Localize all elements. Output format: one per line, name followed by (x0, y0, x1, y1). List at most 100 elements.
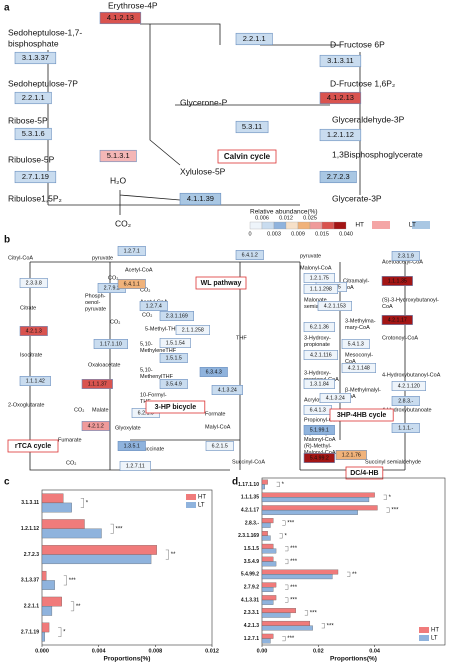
bar (41, 596, 62, 607)
compound: bisphosphate (8, 38, 59, 48)
compound: Malate (92, 407, 109, 413)
significance-bracket (285, 597, 289, 603)
enzyme-label: 5.3.1.6 (22, 129, 45, 138)
y-tick-label: 3.5.4.9 (244, 559, 260, 565)
enzyme-label: 1.2.1.12 (327, 130, 354, 139)
legend-tick: 0.040 (339, 231, 353, 237)
bar (41, 606, 53, 616)
compound: MethenylTHF (140, 374, 174, 380)
significance-label: *** (290, 559, 298, 565)
significance-bracket (386, 507, 390, 513)
compound: pyruvate (85, 306, 106, 312)
legend-swatch (297, 221, 311, 230)
compound: Sedoheptulose-1,7- (8, 27, 82, 37)
enzyme-label: 5.3.11 (242, 122, 262, 131)
cycle-label: DC/4-HB (350, 470, 378, 477)
co2-label: CO₂ (110, 319, 120, 325)
cycle-label: WL pathway (201, 280, 242, 287)
bar (261, 548, 277, 554)
panel-label: d (232, 477, 238, 488)
cycle-box (145, 400, 206, 414)
compound: oenol- (85, 300, 100, 306)
enzyme-box (391, 396, 420, 406)
x-tick-label: 0.008 (148, 648, 162, 654)
enzyme-label: 2.7.2.3 (327, 172, 350, 181)
compound: Malonyl-CoA (300, 265, 332, 271)
legend-label: LT (198, 503, 205, 509)
y-tick-label: 2.7.2.3 (24, 552, 40, 558)
enzyme-box (381, 276, 413, 286)
bar (41, 580, 55, 590)
x-tick-label: 0.04 (369, 648, 381, 654)
enzyme-label: 2.7.9.2 (104, 285, 120, 291)
enzyme-box (381, 315, 413, 325)
cycle-label: Calvin cycle (224, 152, 271, 161)
legend-title: Relative abundance(%) (250, 209, 318, 216)
enzyme-label: 6.2.1.9 (138, 410, 154, 416)
enzyme-box (19, 278, 48, 288)
enzyme-box (391, 423, 420, 433)
x-tick-label: 0.02 (313, 648, 324, 654)
enzyme-box (319, 54, 362, 68)
y-tick-label: 4.2.1.3 (244, 623, 260, 629)
legend-swatch (186, 494, 196, 500)
plot-frame (41, 489, 213, 646)
compound: Ribulose1,5P₂ (8, 193, 62, 203)
enzyme-label: 5.4.1.3 (348, 341, 364, 347)
compound: Ribulose-5P (8, 154, 55, 164)
enzyme-label: 1.5.1.5 (166, 355, 182, 361)
compound: Phosph- (85, 293, 106, 299)
significance-bracket (347, 571, 351, 577)
enzyme-label: 2.8.3.- (398, 398, 413, 404)
enzyme-label: 4.1.3.24 (326, 395, 345, 401)
significance-bracket (276, 481, 280, 487)
legend-swatch (412, 221, 430, 229)
legend-tick: 0 (248, 231, 251, 237)
compound: 5-Methyl-THF (145, 326, 179, 332)
enzyme-box (159, 338, 191, 348)
compound: Acetoacetyl-CoA (382, 259, 423, 265)
significance-label: ** (171, 552, 176, 558)
significance-bracket (304, 610, 309, 616)
bar (261, 518, 274, 524)
significance-bracket (321, 623, 325, 629)
compound: propionate (304, 342, 330, 348)
enzyme-box (19, 326, 48, 336)
compound: 5,10- (140, 341, 153, 347)
enzyme-label: 1.3.1.84 (310, 381, 329, 387)
enzyme-label: 2.1.1.258 (182, 327, 204, 333)
enzyme-box (319, 91, 362, 105)
enzyme-box (391, 381, 426, 391)
enzyme-label: 4.2.1.116 (310, 352, 332, 358)
significance-label: * (284, 533, 287, 539)
legend-swatch (261, 221, 275, 230)
compound: 2-Oxoglutarate (8, 402, 44, 408)
cycle-box (7, 439, 59, 453)
enzyme-label: 2.2.1.1 (243, 34, 266, 43)
bar (41, 502, 72, 513)
legend-swatch (333, 221, 347, 230)
x-tick-label: 0.00 (257, 648, 268, 654)
bar (261, 633, 274, 639)
enzyme-label: 6.2.1.36 (310, 324, 329, 330)
bar (261, 599, 274, 605)
enzyme-box (319, 170, 357, 184)
significance-label: *** (290, 585, 298, 591)
significance-label: *** (287, 521, 295, 527)
significance-label: *** (391, 508, 399, 514)
co2-label: CO₂ (66, 460, 76, 466)
compound: 3-Methylma- (345, 318, 376, 324)
compound: Glycerone-P (180, 97, 228, 107)
bar (261, 608, 296, 614)
y-tick-label: 1.17.1.10 (238, 482, 259, 488)
enzyme-label: 1.1.1.298 (310, 286, 332, 292)
enzyme-box (14, 170, 57, 184)
y-tick-label: 4.1.3.31 (241, 597, 259, 603)
bar (261, 543, 274, 549)
significance-label: ** (352, 572, 357, 578)
compound: pyruvate (92, 255, 113, 261)
bar (261, 522, 271, 528)
compound: Erythrose-4P (108, 0, 158, 10)
bar (41, 570, 47, 581)
enzyme-box (303, 379, 335, 389)
